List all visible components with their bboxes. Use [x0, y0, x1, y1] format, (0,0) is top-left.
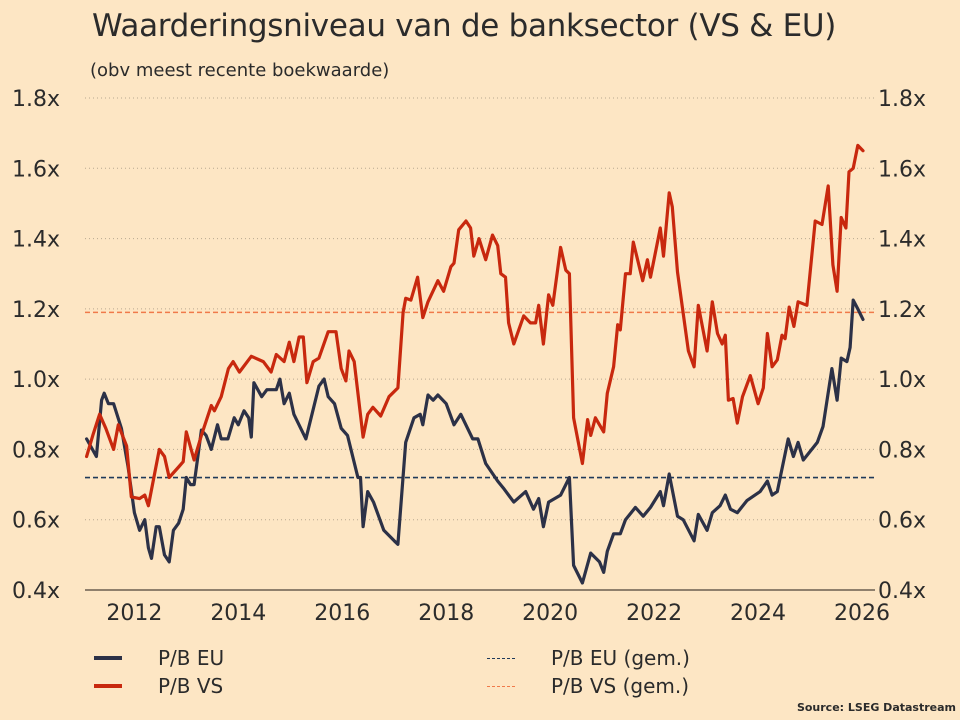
series-line-p-b-eu — [84, 298, 865, 585]
y-tick-label-left: 0.4x — [12, 579, 60, 604]
legend-swatch-solid-vs — [94, 684, 122, 688]
y-tick-label-left: 1.2x — [12, 298, 60, 323]
y-tick-label-right: 1.0x — [878, 368, 926, 393]
legend-label: P/B VS — [158, 674, 224, 698]
y-tick-label-right: 1.6x — [878, 157, 926, 182]
y-tick-label-left: 1.6x — [12, 157, 60, 182]
legend-label: P/B EU (gem.) — [551, 646, 690, 670]
legend-swatch-dashed-vs — [487, 685, 515, 687]
legend-item-pb-vs: P/B VS — [94, 674, 223, 698]
x-tick-label: 2020 — [522, 601, 578, 626]
series-line-p-b-vs — [84, 143, 865, 508]
y-tick-label-right: 1.2x — [878, 298, 926, 323]
legend-item-pb-vs-avg: P/B VS (gem.) — [487, 674, 689, 698]
x-tick-label: 2024 — [730, 601, 786, 626]
y-tick-label-right: 0.8x — [878, 438, 926, 463]
x-tick-label: 2022 — [626, 601, 682, 626]
chart-title: Waarderingsniveau van de banksector (VS … — [92, 8, 837, 44]
legend-item-pb-eu-avg: P/B EU (gem.) — [487, 646, 690, 670]
y-tick-label-left: 1.8x — [12, 87, 60, 112]
y-tick-label-left: 1.0x — [12, 368, 60, 393]
y-tick-label-right: 0.4x — [878, 579, 926, 604]
y-tick-label-right: 1.8x — [878, 87, 926, 112]
y-tick-label-left: 1.4x — [12, 228, 60, 253]
legend-label: P/B EU — [158, 646, 225, 670]
x-tick-label: 2012 — [106, 601, 162, 626]
x-tick-label: 2026 — [834, 601, 890, 626]
legend-label: P/B VS (gem.) — [551, 674, 690, 698]
legend-swatch-dashed-eu — [487, 657, 515, 659]
x-tick-label: 2014 — [210, 601, 266, 626]
x-tick-label: 2018 — [418, 601, 474, 626]
y-tick-label-right: 1.4x — [878, 228, 926, 253]
y-tick-label-left: 0.6x — [12, 509, 60, 534]
x-tick-label: 2016 — [314, 601, 370, 626]
y-tick-label-left: 0.8x — [12, 438, 60, 463]
chart-subtitle: (obv meest recente boekwaarde) — [90, 60, 390, 81]
y-tick-label-right: 0.6x — [878, 509, 926, 534]
legend-swatch-solid-eu — [94, 656, 122, 660]
source-note: Source: LSEG Datastream — [796, 701, 956, 714]
legend-item-pb-eu: P/B EU — [94, 646, 224, 670]
